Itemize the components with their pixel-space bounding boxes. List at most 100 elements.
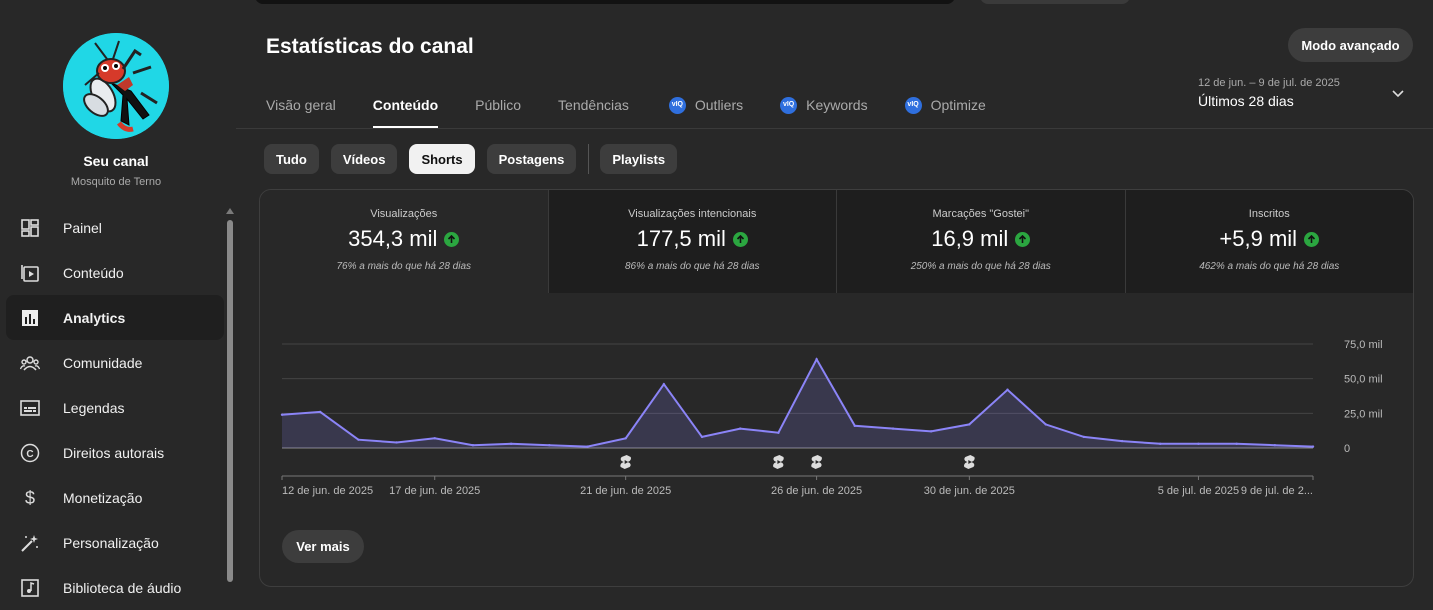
views-chart-area: 75,0 mil 50,0 mil 25,0 mil 0 12 de jun. de 2… xyxy=(260,293,1413,503)
tab-label: Tendências xyxy=(558,97,629,113)
sidebar-item-biblioteca-de-audio[interactable]: Biblioteca de áudio xyxy=(6,565,224,610)
data-point xyxy=(968,423,971,426)
metric-note: 462% a mais do que há 28 dias xyxy=(1199,261,1340,272)
metric-label: Inscritos xyxy=(1248,208,1290,220)
metric-value: 354,3 mil xyxy=(348,226,438,251)
arrow-up-icon xyxy=(1304,231,1320,247)
sidebar-item-monetizacao[interactable]: $ Monetização xyxy=(6,475,224,520)
views-chart[interactable]: 75,0 mil 50,0 mil 25,0 mil 0 12 de jun. de 2… xyxy=(260,293,1413,503)
tab-label: Keywords xyxy=(806,97,868,113)
tab-visao-geral[interactable]: Visão geral xyxy=(266,82,336,128)
tab-optimize[interactable]: vIQ Optimize xyxy=(904,82,986,128)
data-point xyxy=(586,445,589,448)
tab-outliers[interactable]: vIQ Outliers xyxy=(668,82,744,128)
vidiq-badge-icon: vIQ xyxy=(780,96,798,114)
metric-note: 86% a mais do que há 28 dias xyxy=(624,261,760,272)
chip-postagens[interactable]: Postagens xyxy=(486,144,577,174)
chevron-down-icon[interactable] xyxy=(1391,89,1405,99)
advanced-mode-button[interactable]: Modo avançado xyxy=(1288,28,1413,62)
metric-value: 16,9 mil xyxy=(931,226,1009,251)
chip-tudo[interactable]: Tudo xyxy=(264,144,319,174)
top-bar xyxy=(0,0,1433,8)
sidebar-item-painel[interactable]: Painel xyxy=(6,205,224,250)
chip-playlists[interactable]: Playlists xyxy=(600,144,678,174)
sidebar-item-personalizacao[interactable]: Personalização xyxy=(6,520,224,565)
shorts-icon[interactable] xyxy=(964,455,975,469)
tab-keywords[interactable]: vIQ Keywords xyxy=(780,82,868,128)
data-point xyxy=(1311,445,1315,448)
shorts-icon[interactable] xyxy=(811,455,822,469)
data-point xyxy=(1044,423,1047,426)
period-selector[interactable]: Últimos 28 dias xyxy=(1198,93,1294,109)
chip-shorts[interactable]: Shorts xyxy=(409,144,475,174)
metric-views[interactable]: Visualizações 354,3 mil 76% a mais do qu… xyxy=(260,190,548,293)
data-point xyxy=(1159,442,1162,446)
tab-tendencias[interactable]: Tendências xyxy=(558,82,629,128)
metric-engaged-views[interactable]: Visualizações intencionais 177,5 mil 86%… xyxy=(547,190,837,293)
svg-text:$: $ xyxy=(25,488,35,508)
channel-avatar[interactable] xyxy=(63,33,169,139)
see-more-button[interactable]: Ver mais xyxy=(282,530,364,563)
sidebar-item-analytics[interactable]: Analytics xyxy=(6,295,224,340)
sidebar-item-conteudo[interactable]: Conteúdo xyxy=(6,250,224,295)
scrollbar-thumb[interactable] xyxy=(227,220,233,582)
data-point xyxy=(891,427,895,430)
shorts-icon[interactable] xyxy=(620,455,631,469)
sidebar-scrollbar[interactable] xyxy=(226,208,234,598)
sidebar-item-label: Direitos autorais xyxy=(63,444,165,461)
channel-handle: Mosquito de Terno xyxy=(70,176,162,188)
header-divider xyxy=(236,128,1433,129)
tab-conteudo[interactable]: Conteúdo xyxy=(372,82,439,128)
mosquito-logo-icon xyxy=(63,33,169,139)
sidebar-item-legendas[interactable]: Legendas xyxy=(6,385,224,430)
series-area xyxy=(282,359,1313,448)
scroll-up-arrow-icon[interactable] xyxy=(226,208,234,214)
top-button-edge[interactable] xyxy=(980,0,1130,4)
arrow-up-icon xyxy=(1015,231,1031,247)
data-point xyxy=(1273,444,1277,447)
metric-value: +5,9 mil xyxy=(1219,226,1298,251)
dashboard-icon xyxy=(20,218,40,238)
sidebar-item-label: Analytics xyxy=(63,309,126,326)
data-point xyxy=(1082,435,1086,439)
data-point xyxy=(815,358,818,361)
tab-publico[interactable]: Público xyxy=(475,82,521,128)
shorts-icon[interactable] xyxy=(773,455,784,469)
y-tick-label: 50,0 mil xyxy=(1344,374,1383,386)
sidebar-nav: Painel Conteúdo Analytics Comunidade Leg… xyxy=(6,205,224,610)
sidebar: Seu canal Mosquito de Terno Painel Conte… xyxy=(0,0,236,598)
metric-note: 76% a mais do que há 28 dias xyxy=(336,261,472,272)
data-point xyxy=(357,438,360,441)
metric-label: Visualizações intencionais xyxy=(628,208,757,220)
analytics-tabs: Visão geral Conteúdo Público Tendências … xyxy=(266,82,1023,128)
metric-subscribers[interactable]: Inscritos +5,9 mil 462% a mais do que há… xyxy=(1124,190,1414,293)
metric-value: 177,5 mil xyxy=(636,226,726,251)
chip-videos[interactable]: Vídeos xyxy=(330,144,398,174)
metric-likes[interactable]: Marcações "Gostei" 16,9 mil 250% a mais … xyxy=(836,190,1125,293)
data-point xyxy=(509,442,513,446)
tab-label: Outliers xyxy=(694,97,744,113)
x-tick-label: 26 de jun. de 2025 xyxy=(771,485,862,497)
data-point xyxy=(777,431,780,434)
data-point xyxy=(624,437,627,440)
sidebar-item-label: Painel xyxy=(63,219,102,236)
metric-value-row: 354,3 mil xyxy=(260,226,548,252)
y-tick-label: 25,0 mil xyxy=(1344,408,1383,420)
series-line xyxy=(281,357,1314,448)
tab-label: Optimize xyxy=(930,97,986,113)
page-title: Estatísticas do canal xyxy=(266,35,474,58)
content-icon xyxy=(20,263,40,283)
data-point xyxy=(662,383,666,386)
tab-label: Conteúdo xyxy=(372,97,439,113)
sidebar-item-direitos-autorais[interactable]: C Direitos autorais xyxy=(6,430,224,475)
search-bar-edge[interactable] xyxy=(255,0,955,4)
metric-value-row: 177,5 mil xyxy=(549,226,837,252)
data-point xyxy=(1006,388,1009,391)
arrow-up-icon xyxy=(732,231,748,247)
y-tick-label: 0 xyxy=(1344,443,1350,455)
x-tick-label: 17 de jun. de 2025 xyxy=(389,485,480,497)
data-point xyxy=(548,444,551,447)
metric-value-row: +5,9 mil xyxy=(1126,226,1414,252)
date-range-text: 12 de jun. – 9 de jul. de 2025 xyxy=(1198,77,1340,89)
sidebar-item-comunidade[interactable]: Comunidade xyxy=(6,340,224,385)
